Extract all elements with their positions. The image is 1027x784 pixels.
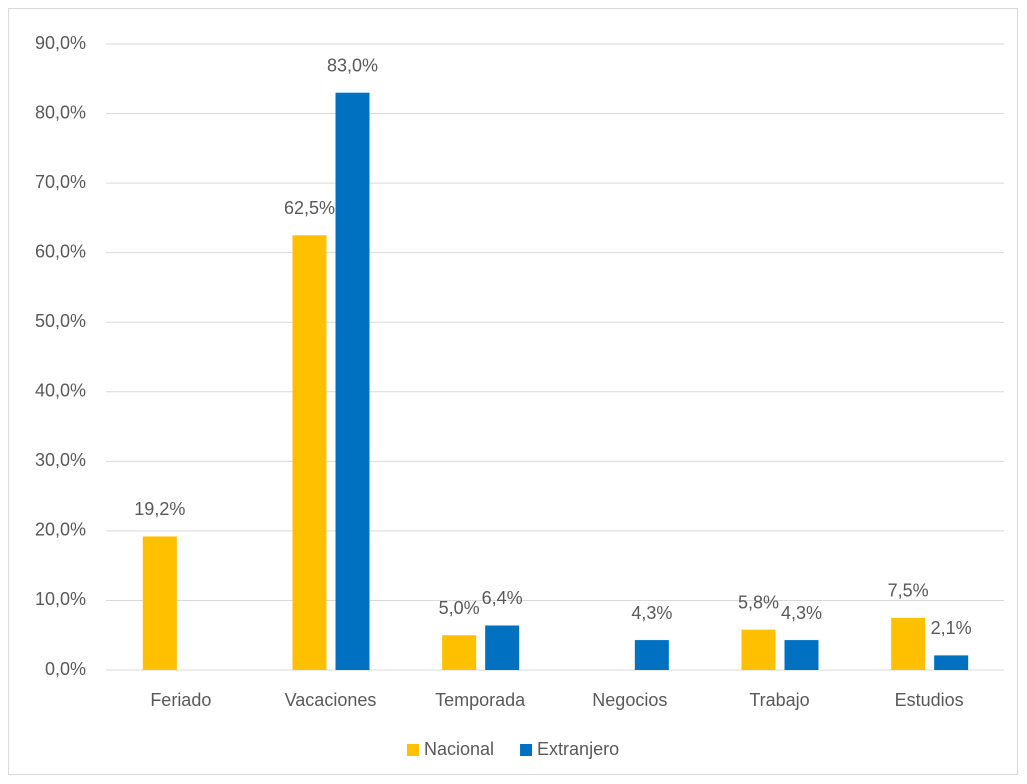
y-tick-label: 10,0%	[35, 589, 86, 609]
data-label: 19,2%	[134, 499, 185, 519]
bar	[891, 617, 926, 670]
x-tick-label: Vacaciones	[285, 690, 377, 710]
legend-swatch	[407, 744, 419, 756]
y-tick-label: 80,0%	[35, 102, 86, 122]
legend-label: Nacional	[424, 739, 494, 759]
data-label: 62,5%	[284, 198, 335, 218]
x-tick-label: Temporada	[435, 690, 526, 710]
data-label: 5,0%	[439, 598, 480, 618]
data-label: 4,3%	[631, 603, 672, 623]
y-tick-label: 60,0%	[35, 241, 86, 261]
y-tick-label: 20,0%	[35, 520, 86, 540]
x-tick-label: Feriado	[150, 690, 211, 710]
y-tick-label: 70,0%	[35, 172, 86, 192]
bar	[292, 235, 327, 670]
data-label: 2,1%	[931, 618, 972, 638]
bar	[741, 629, 776, 670]
x-tick-label: Negocios	[592, 690, 667, 710]
bar	[442, 635, 477, 670]
y-tick-label: 50,0%	[35, 311, 86, 331]
x-tick-label: Estudios	[895, 690, 964, 710]
data-label: 83,0%	[327, 55, 378, 75]
bar	[335, 92, 370, 670]
bar	[142, 536, 177, 670]
y-tick-label: 90,0%	[35, 33, 86, 53]
bar	[485, 625, 520, 670]
data-label: 6,4%	[482, 588, 523, 608]
legend-label: Extranjero	[537, 739, 619, 759]
y-tick-label: 0,0%	[45, 659, 86, 679]
y-tick-label: 30,0%	[35, 450, 86, 470]
x-tick-label: Trabajo	[749, 690, 809, 710]
bar	[934, 655, 969, 670]
y-tick-label: 40,0%	[35, 381, 86, 401]
data-label: 7,5%	[888, 581, 929, 601]
data-label: 4,3%	[781, 603, 822, 623]
bar	[634, 640, 669, 670]
bar	[784, 640, 819, 670]
data-label: 5,8%	[738, 592, 779, 612]
legend-swatch	[520, 744, 533, 756]
